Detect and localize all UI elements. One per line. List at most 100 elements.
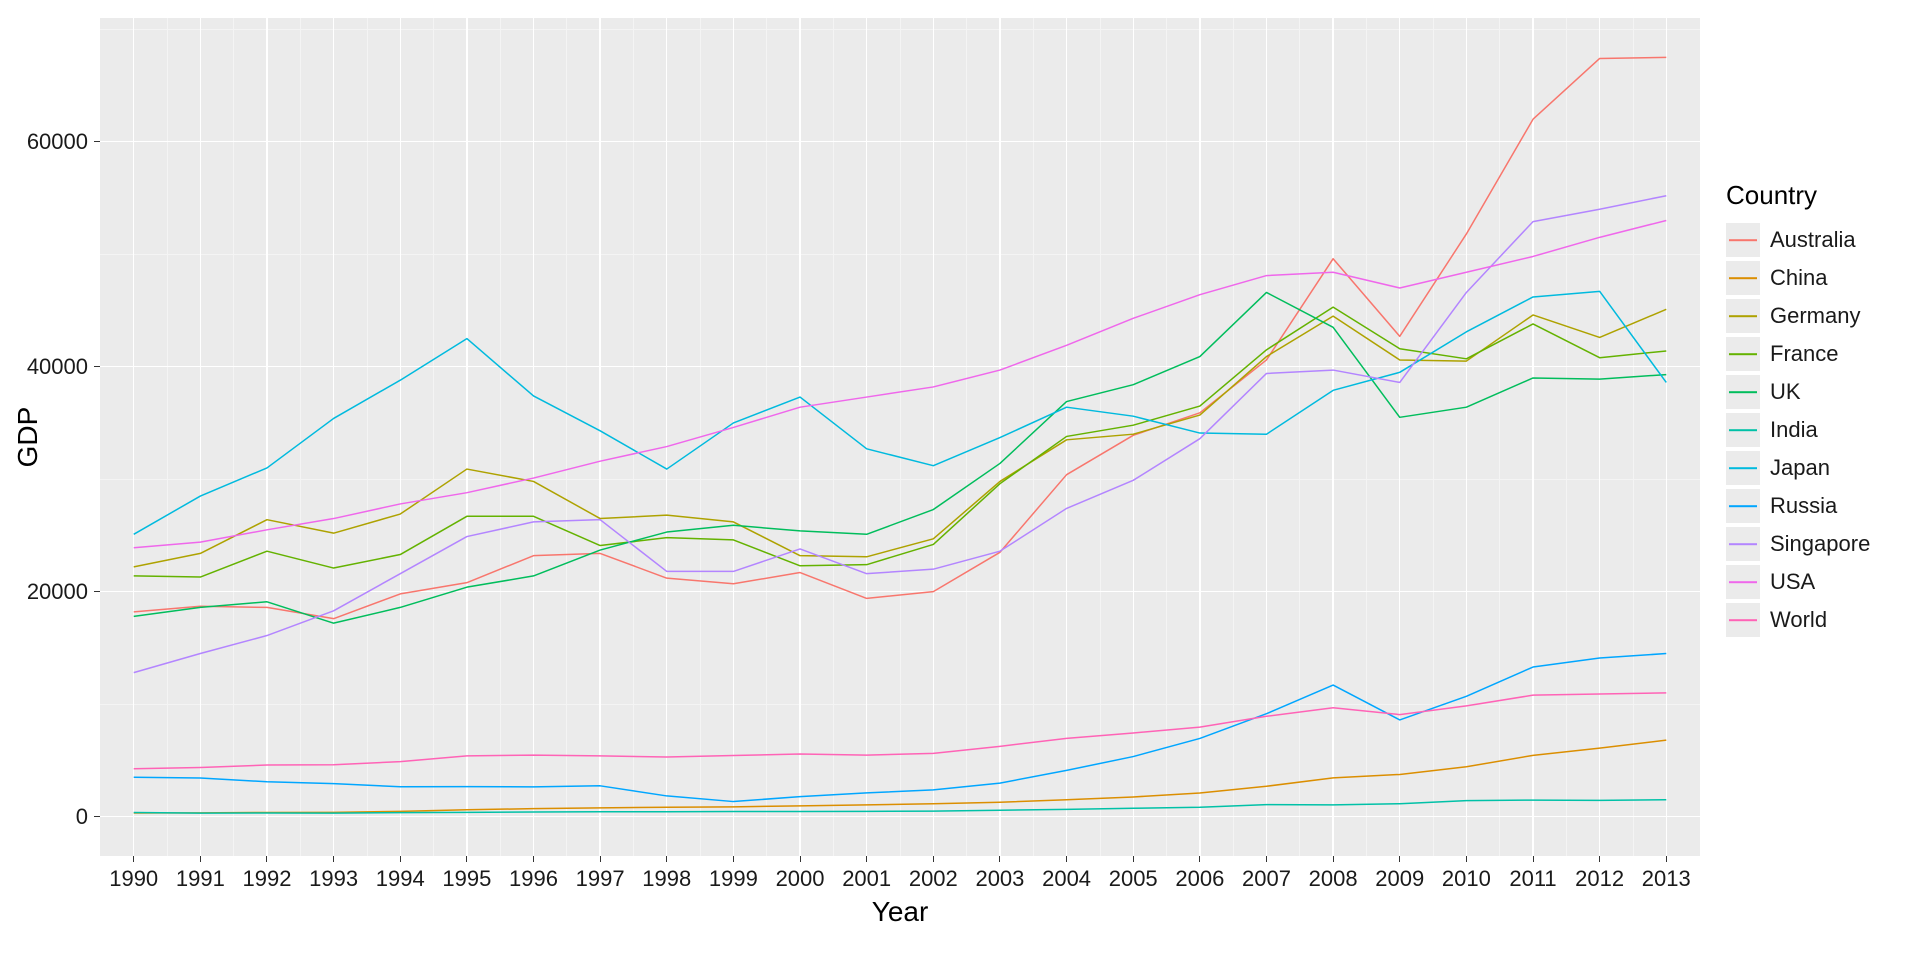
x-axis-label: 2012 xyxy=(1575,866,1624,892)
x-axis-label: 2001 xyxy=(842,866,891,892)
legend-key xyxy=(1726,489,1760,523)
legend-key xyxy=(1726,527,1760,561)
legend-item-china: China xyxy=(1726,259,1870,297)
legend-item-germany: Germany xyxy=(1726,297,1870,335)
x-tick xyxy=(200,856,201,862)
chart-lines-svg xyxy=(100,18,1700,856)
x-axis-label: 2005 xyxy=(1109,866,1158,892)
legend-key xyxy=(1726,451,1760,485)
legend-label: World xyxy=(1770,607,1827,633)
legend-item-france: France xyxy=(1726,335,1870,373)
gdp-line-chart: GDP Year Country Australia China Germany Fr… xyxy=(0,0,1920,960)
x-axis-label: 1990 xyxy=(109,866,158,892)
x-axis-label: 2004 xyxy=(1042,866,1091,892)
legend-label: India xyxy=(1770,417,1818,443)
y-tick xyxy=(94,591,100,592)
y-tick xyxy=(94,816,100,817)
legend-item-usa: USA xyxy=(1726,563,1870,601)
series-line-australia xyxy=(134,57,1667,618)
legend-item-singapore: Singapore xyxy=(1726,525,1870,563)
x-axis-title: Year xyxy=(872,896,929,928)
x-tick xyxy=(1199,856,1200,862)
legend-key xyxy=(1726,223,1760,257)
x-tick xyxy=(1666,856,1667,862)
x-tick xyxy=(333,856,334,862)
x-axis-label: 2006 xyxy=(1175,866,1224,892)
x-tick xyxy=(133,856,134,862)
x-tick xyxy=(999,856,1000,862)
x-tick xyxy=(866,856,867,862)
legend-label: Singapore xyxy=(1770,531,1870,557)
legend-label: Germany xyxy=(1770,303,1860,329)
x-tick xyxy=(400,856,401,862)
legend-key xyxy=(1726,375,1760,409)
legend-item-russia: Russia xyxy=(1726,487,1870,525)
y-axis-label: 60000 xyxy=(27,129,88,155)
x-axis-label: 2011 xyxy=(1509,866,1556,892)
series-line-germany xyxy=(134,309,1667,567)
x-tick xyxy=(266,856,267,862)
y-axis-label: 40000 xyxy=(27,354,88,380)
legend-item-india: India xyxy=(1726,411,1870,449)
legend-title: Country xyxy=(1726,180,1870,211)
x-tick xyxy=(733,856,734,862)
x-axis-label: 2003 xyxy=(975,866,1024,892)
y-axis-title: GDP xyxy=(12,407,44,468)
x-axis-label: 1992 xyxy=(242,866,291,892)
y-tick xyxy=(94,141,100,142)
x-axis-label: 1994 xyxy=(376,866,425,892)
x-axis-label: 2007 xyxy=(1242,866,1291,892)
x-tick xyxy=(933,856,934,862)
legend-key xyxy=(1726,565,1760,599)
legend-key xyxy=(1726,413,1760,447)
x-axis-label: 2000 xyxy=(776,866,825,892)
legend-label: Russia xyxy=(1770,493,1837,519)
x-axis-label: 1997 xyxy=(576,866,625,892)
legend-key xyxy=(1726,261,1760,295)
x-tick xyxy=(1066,856,1067,862)
x-tick xyxy=(800,856,801,862)
x-tick xyxy=(1399,856,1400,862)
y-axis-label: 0 xyxy=(76,804,88,830)
x-axis-label: 1998 xyxy=(642,866,691,892)
series-line-singapore xyxy=(134,196,1667,673)
x-axis-label: 1993 xyxy=(309,866,358,892)
series-line-india xyxy=(134,800,1667,813)
x-axis-label: 1995 xyxy=(442,866,491,892)
legend-key xyxy=(1726,603,1760,637)
x-axis-label: 2009 xyxy=(1375,866,1424,892)
legend-label: UK xyxy=(1770,379,1801,405)
legend-item-uk: UK xyxy=(1726,373,1870,411)
y-axis-label: 20000 xyxy=(27,579,88,605)
x-axis-label: 1999 xyxy=(709,866,758,892)
x-tick xyxy=(1466,856,1467,862)
legend-item-japan: Japan xyxy=(1726,449,1870,487)
x-tick xyxy=(1333,856,1334,862)
x-tick xyxy=(1533,856,1534,862)
legend-item-world: World xyxy=(1726,601,1870,639)
x-tick xyxy=(1133,856,1134,862)
x-tick xyxy=(466,856,467,862)
x-tick xyxy=(600,856,601,862)
x-tick xyxy=(533,856,534,862)
series-line-france xyxy=(134,307,1667,577)
x-axis-label: 1996 xyxy=(509,866,558,892)
legend-item-australia: Australia xyxy=(1726,221,1870,259)
x-tick xyxy=(1599,856,1600,862)
y-tick xyxy=(94,366,100,367)
x-axis-label: 2008 xyxy=(1309,866,1358,892)
x-axis-label: 2002 xyxy=(909,866,958,892)
series-line-russia xyxy=(134,654,1667,802)
x-tick xyxy=(1266,856,1267,862)
legend-label: USA xyxy=(1770,569,1815,595)
x-tick xyxy=(666,856,667,862)
series-line-usa xyxy=(134,220,1667,547)
legend-label: France xyxy=(1770,341,1838,367)
x-axis-label: 1991 xyxy=(176,866,225,892)
legend-key xyxy=(1726,299,1760,333)
x-axis-label: 2013 xyxy=(1642,866,1691,892)
series-line-japan xyxy=(134,291,1667,534)
legend-label: Japan xyxy=(1770,455,1830,481)
chart-legend: Country Australia China Germany France UK Ind… xyxy=(1726,180,1870,639)
legend-label: China xyxy=(1770,265,1827,291)
